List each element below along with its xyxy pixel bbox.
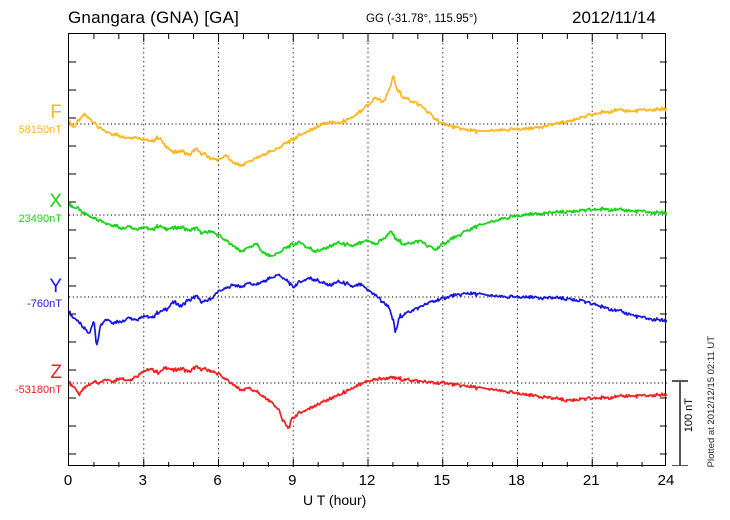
legend-symbol-X: X	[49, 191, 62, 212]
legend-symbol-F: F	[50, 102, 62, 123]
x-tick-15: 15	[433, 472, 451, 489]
legend-label-Z: Z -53180nT	[0, 363, 62, 397]
x-tick-6: 6	[213, 472, 222, 489]
x-tick-0: 0	[63, 472, 73, 489]
legend-baseline-Z: -53180nT	[14, 384, 62, 396]
legend-symbol-Z: Z	[50, 362, 62, 383]
legend-baseline-X: 23490nT	[18, 213, 62, 225]
plotted-at-stamp: Plotted at 2012/12/15 02:11 UT	[706, 336, 717, 468]
legend-label-Y: Y -760nT	[0, 277, 62, 311]
x-tick-21: 21	[582, 472, 600, 489]
x-tick-24: 24	[657, 472, 675, 489]
observation-date: 2012/11/14	[572, 8, 656, 27]
legend-symbol-Y: Y	[49, 276, 62, 297]
geographic-coordinates: GG (-31.78°, 115.95°)	[366, 13, 478, 25]
magnetogram-plot-area	[68, 33, 667, 467]
traces-svg	[69, 34, 667, 467]
scale-bar-bottom-cap	[672, 464, 688, 466]
scale-bar-label: 100 nT	[683, 398, 695, 433]
legend-baseline-Y: -760nT	[27, 298, 62, 310]
page-title: Gnangara (GNA) [GA]	[68, 8, 240, 27]
legend-baseline-F: 58150nT	[18, 124, 62, 136]
legend-label-F: F 58150nT	[0, 103, 62, 137]
x-tick-12: 12	[358, 472, 376, 489]
scale-bar-line	[679, 380, 681, 466]
x-axis-title: U T (hour)	[303, 492, 367, 508]
x-tick-9: 9	[288, 472, 297, 489]
scale-bar	[672, 380, 688, 466]
legend-label-X: X 23490nT	[0, 192, 62, 226]
x-tick-3: 3	[138, 472, 147, 489]
x-tick-18: 18	[508, 472, 525, 489]
